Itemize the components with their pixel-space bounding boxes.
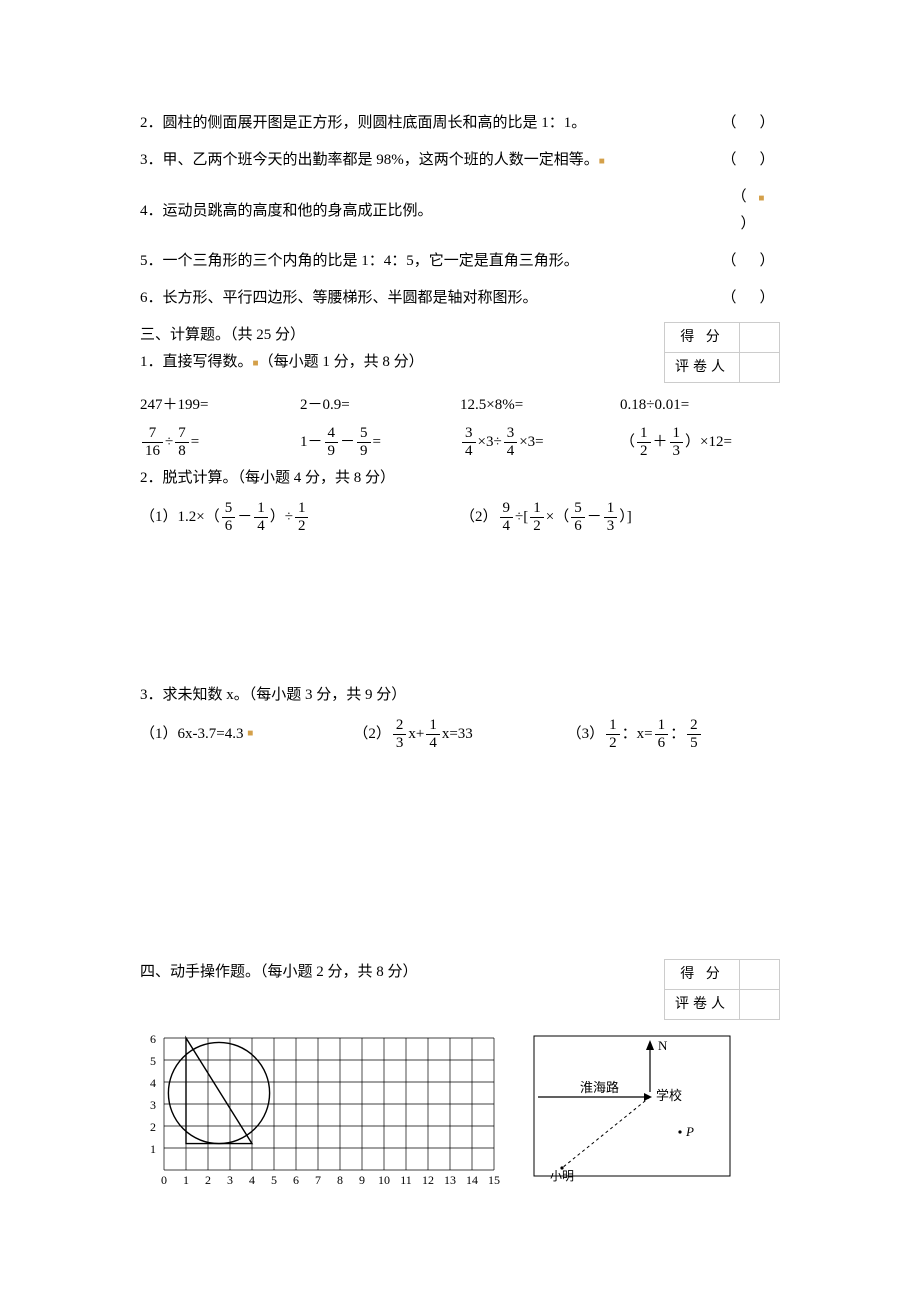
section-3-title: 三、计算题。（共 25 分） [140, 322, 424, 349]
question-4: 4．运动员跳高的高度和他的身高成正比例。 （ ■ ） [140, 184, 780, 238]
section-4-header: 四、动手操作题。（每小题 2 分，共 8 分） 得 分 评卷人 [140, 959, 780, 1020]
svg-text:2: 2 [150, 1120, 156, 1134]
svg-text:6: 6 [150, 1032, 156, 1046]
svg-text:4: 4 [150, 1076, 156, 1090]
svg-text:9: 9 [359, 1173, 365, 1187]
spacer [140, 542, 780, 682]
question-text: 5．一个三角形的三个内角的比是 1：4：5，它一定是直角三角形。 [140, 248, 720, 275]
section-4-title: 四、动手操作题。（每小题 2 分，共 8 分） [140, 959, 664, 986]
calc-cell: 12.5×8%= [460, 392, 620, 419]
svg-text:14: 14 [466, 1173, 478, 1187]
svg-text:1: 1 [150, 1142, 156, 1156]
calc-row-2: 716 ÷ 78 = 1－ 49 － 59 = 34 ×3÷ 34 ×3= （ … [140, 425, 780, 459]
svg-text:0: 0 [161, 1173, 167, 1187]
answer-blank: （ ■ ） [720, 184, 780, 238]
score-box: 得 分 评卷人 [664, 959, 780, 1020]
equation-row: （1） 1.2×（ 56 － 14 ）÷ 12 （2） 94 ÷[ 12 ×（ … [140, 500, 780, 534]
grid-figure: 6543210123456789101112131415 [140, 1032, 500, 1207]
svg-text:5: 5 [271, 1173, 277, 1187]
svg-text:10: 10 [378, 1173, 390, 1187]
sub-heading-1: 1．直接写得数。■（每小题 1 分，共 8 分） [140, 349, 424, 376]
svg-text:12: 12 [422, 1173, 434, 1187]
question-2: 2．圆柱的侧面展开图是正方形，则圆柱底面周长和高的比是 1：1。 （ ） [140, 110, 780, 137]
spacer [140, 759, 780, 959]
calc-row-1: 247＋199= 2－0.9= 12.5×8%= 0.18÷0.01= [140, 392, 780, 419]
svg-text:小明: 小明 [550, 1169, 574, 1182]
answer-blank: （ ） [720, 110, 780, 137]
equation-cell: （2） 23 x+ 14 x=33 [353, 717, 566, 751]
equation-cell: （3） 12 ：x= 16 ： 25 [567, 717, 780, 751]
svg-text:4: 4 [249, 1173, 255, 1187]
calc-cell: 2－0.9= [300, 392, 460, 419]
map-svg: N 淮海路学校 P 小明 [530, 1032, 740, 1182]
reviewer-label: 评卷人 [665, 990, 740, 1020]
svg-text:7: 7 [315, 1173, 321, 1187]
svg-text:3: 3 [227, 1173, 233, 1187]
question-text: 6．长方形、平行四边形、等腰梯形、半圆都是轴对称图形。 [140, 285, 720, 312]
calc-cell: 716 ÷ 78 = [140, 425, 300, 459]
question-6: 6．长方形、平行四边形、等腰梯形、半圆都是轴对称图形。 （ ） [140, 285, 780, 312]
section-3-header: 三、计算题。（共 25 分） 1．直接写得数。■（每小题 1 分，共 8 分） … [140, 322, 780, 384]
question-5: 5．一个三角形的三个内角的比是 1：4：5，它一定是直角三角形。 （ ） [140, 248, 780, 275]
calc-cell: 34 ×3÷ 34 ×3= [460, 425, 620, 459]
reviewer-label: 评卷人 [665, 353, 740, 383]
svg-text:5: 5 [150, 1054, 156, 1068]
sub-heading-2: 2．脱式计算。（每小题 4 分，共 8 分） [140, 465, 780, 492]
svg-text:N: N [658, 1038, 668, 1053]
answer-blank: （ ） [720, 285, 780, 312]
score-label: 得 分 [665, 960, 740, 990]
question-text: 2．圆柱的侧面展开图是正方形，则圆柱底面周长和高的比是 1：1。 [140, 110, 720, 137]
equation-cell: （2） 94 ÷[ 12 ×（ 56 － 13 ）] [460, 500, 780, 534]
answer-blank: （ ） [720, 147, 780, 174]
answer-blank: （ ） [720, 248, 780, 275]
svg-text:15: 15 [488, 1173, 500, 1187]
svg-text:1: 1 [183, 1173, 189, 1187]
svg-text:8: 8 [337, 1173, 343, 1187]
svg-text:3: 3 [150, 1098, 156, 1112]
question-text: 3．甲、乙两个班今天的出勤率都是 98%，这两个班的人数一定相等。■ [140, 147, 720, 174]
grid-chart-svg: 6543210123456789101112131415 [140, 1032, 500, 1197]
svg-text:2: 2 [205, 1173, 211, 1187]
map-figure: N 淮海路学校 P 小明 [530, 1032, 780, 1207]
calc-cell: 1－ 49 － 59 = [300, 425, 460, 459]
sub-heading-3: 3．求未知数 x。（每小题 3 分，共 9 分） [140, 682, 780, 709]
score-label: 得 分 [665, 323, 740, 353]
calc-cell: 0.18÷0.01= [620, 392, 780, 419]
svg-text:学校: 学校 [656, 1088, 682, 1103]
svg-text:13: 13 [444, 1173, 456, 1187]
question-text: 4．运动员跳高的高度和他的身高成正比例。 [140, 198, 720, 225]
svg-text:淮海路: 淮海路 [580, 1080, 619, 1095]
calc-cell: 247＋199= [140, 392, 300, 419]
score-box: 得 分 评卷人 [664, 322, 780, 383]
equation-cell: （1） 1.2×（ 56 － 14 ）÷ 12 [140, 500, 460, 534]
equation-row: （1） 6x-3.7=4.3 ■ （2） 23 x+ 14 x=33 （3） 1… [140, 717, 780, 751]
question-3: 3．甲、乙两个班今天的出勤率都是 98%，这两个班的人数一定相等。■ （ ） [140, 147, 780, 174]
figures-row: 6543210123456789101112131415 N淮海路学校P小明 [140, 1032, 780, 1207]
svg-text:11: 11 [400, 1173, 412, 1187]
calc-cell: （ 12 ＋ 13 ）×12= [620, 425, 780, 459]
equation-cell: （1） 6x-3.7=4.3 ■ [140, 717, 353, 751]
svg-text:P: P [685, 1124, 694, 1139]
svg-text:6: 6 [293, 1173, 299, 1187]
